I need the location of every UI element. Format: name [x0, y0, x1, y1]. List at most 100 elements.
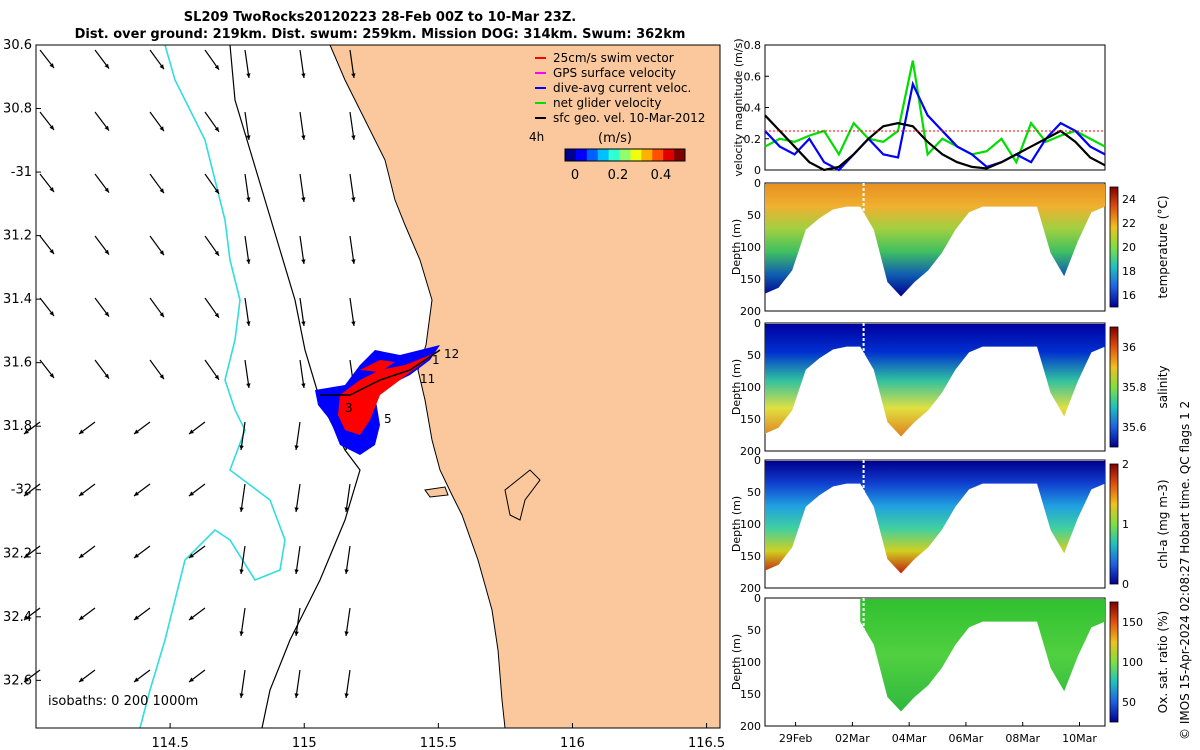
section-panel: 0 50 100 150 200 Depth (m) 0 1 2 chl-a (mg m-3) — [730, 454, 1170, 595]
velocity-arrow — [345, 607, 351, 637]
track-time-label: 5 — [384, 412, 392, 426]
velocity-arrow — [240, 607, 246, 637]
velocity-series — [764, 60, 1106, 165]
time-tick-label: 10Mar — [1062, 732, 1097, 745]
velocity-arrow — [299, 173, 305, 203]
lon-tick-label: 116 — [560, 736, 585, 750]
lat-tick-label: 30.6 — [3, 38, 32, 53]
lat-tick-label: -32 — [11, 483, 32, 498]
colorbar-cell — [608, 149, 621, 161]
colorbar-tick-label: 24 — [1122, 193, 1136, 206]
velocity-arrow — [299, 359, 305, 389]
lat-tick-label: 31.6 — [3, 356, 32, 371]
time-tick-label: 29Feb — [779, 732, 812, 745]
lat-tick-label: 31.4 — [3, 292, 32, 307]
legend-label: dive-avg current veloc. — [553, 81, 691, 95]
depth-axis-label: Depth (m) — [730, 219, 743, 275]
track-time-label: 12 — [444, 347, 459, 361]
velocity-arrow — [299, 49, 305, 79]
arrow-head — [79, 677, 84, 682]
velocity-arrow — [349, 173, 355, 203]
arrow-head — [189, 491, 194, 496]
isobaths-label: isobaths: 0 200 1000m — [48, 694, 198, 709]
depth-tick-label: 50 — [747, 209, 761, 222]
colorbar-cell — [674, 149, 686, 161]
arrow-head — [189, 615, 194, 620]
legend-label: 25cm/s swim vector — [553, 51, 674, 65]
arrow-head — [294, 445, 299, 450]
colorbar-tick-label: 36 — [1122, 341, 1136, 354]
colorbar-tick-label: 0.2 — [608, 168, 629, 183]
velocity-arrow — [299, 297, 305, 327]
colorbar-tick-label: 16 — [1122, 289, 1136, 302]
arrow-head — [24, 677, 29, 682]
legend-label: GPS surface velocity — [553, 66, 676, 80]
velocity-ytick-label: 0.6 — [744, 70, 762, 83]
arrow-head — [189, 429, 194, 434]
velocity-arrow — [244, 297, 250, 327]
track-time-label: 1 — [432, 353, 440, 367]
arrow-head — [239, 693, 244, 698]
lat-tick-label: -31 — [11, 165, 32, 180]
lat-tick-label: 32.6 — [3, 673, 32, 688]
arrow-head — [214, 126, 219, 132]
velocity-arrow — [349, 111, 355, 141]
arrow-head — [214, 188, 219, 194]
depth-tick-label: 150 — [740, 273, 761, 286]
depth-tick-label: 100 — [740, 241, 761, 254]
land-polygon — [329, 44, 721, 729]
colorbar-side-label: 4h — [529, 130, 544, 144]
arrow-head — [49, 311, 54, 316]
arrow-head — [24, 615, 29, 620]
imos-credit: © IMOS 15-Apr-2024 02:08:27 Hobart time.… — [1178, 400, 1192, 740]
arrow-head — [49, 373, 54, 378]
arrow-head — [301, 73, 306, 78]
depth-tick-label: 150 — [740, 688, 761, 701]
velocity-arrow — [345, 483, 351, 513]
colorbar-title: (m/s) — [598, 131, 632, 146]
arrow-head — [49, 125, 54, 130]
arrow-head — [104, 125, 109, 131]
track-red — [338, 350, 440, 435]
arrow-head — [159, 64, 164, 70]
colorbar-tick-label: 2 — [1122, 458, 1129, 471]
legend-label: sfc geo. vel. 10-Mar-2012 — [553, 111, 705, 125]
lon-tick-label: 115 — [292, 736, 317, 750]
velocity-ytick-label: 0 — [754, 164, 761, 177]
time-tick-label: 08Mar — [1005, 732, 1040, 745]
depth-tick-label: 200 — [740, 720, 761, 733]
island — [424, 486, 449, 498]
depth-axis-label: Depth (m) — [730, 359, 743, 415]
colorbar-tick-label: 100 — [1122, 656, 1143, 669]
section-panel: 0 50 100 150 200 Depth (m) 16 18 20 22 24 temperatu… — [730, 177, 1170, 318]
arrow-head — [79, 615, 84, 620]
arrow-head — [214, 64, 219, 70]
velocity-arrow — [295, 669, 301, 699]
arrow-head — [104, 187, 109, 193]
colorbar-cell — [586, 149, 599, 161]
colorbar-cell — [575, 149, 588, 161]
depth-tick-label: 50 — [747, 486, 761, 499]
velocity-arrow — [244, 359, 250, 389]
section-colorbar — [1109, 463, 1119, 585]
arrow-head — [344, 631, 349, 636]
arrow-head — [239, 507, 244, 512]
arrow-head — [134, 615, 139, 620]
arrow-head — [104, 63, 109, 69]
colorbar-cell — [630, 149, 642, 161]
arrow-head — [104, 249, 109, 255]
arrow-head — [351, 321, 356, 326]
depth-tick-label: 200 — [740, 305, 761, 318]
isobaths — [139, 44, 361, 729]
arrow-head — [49, 63, 54, 68]
section-fill — [860, 599, 1105, 712]
arrow-head — [214, 250, 219, 256]
arrow-head — [294, 631, 299, 636]
arrow-head — [301, 321, 306, 326]
arrow-head — [351, 135, 356, 140]
time-tick-label: 06Mar — [949, 732, 984, 745]
depth-tick-label: 200 — [740, 445, 761, 458]
